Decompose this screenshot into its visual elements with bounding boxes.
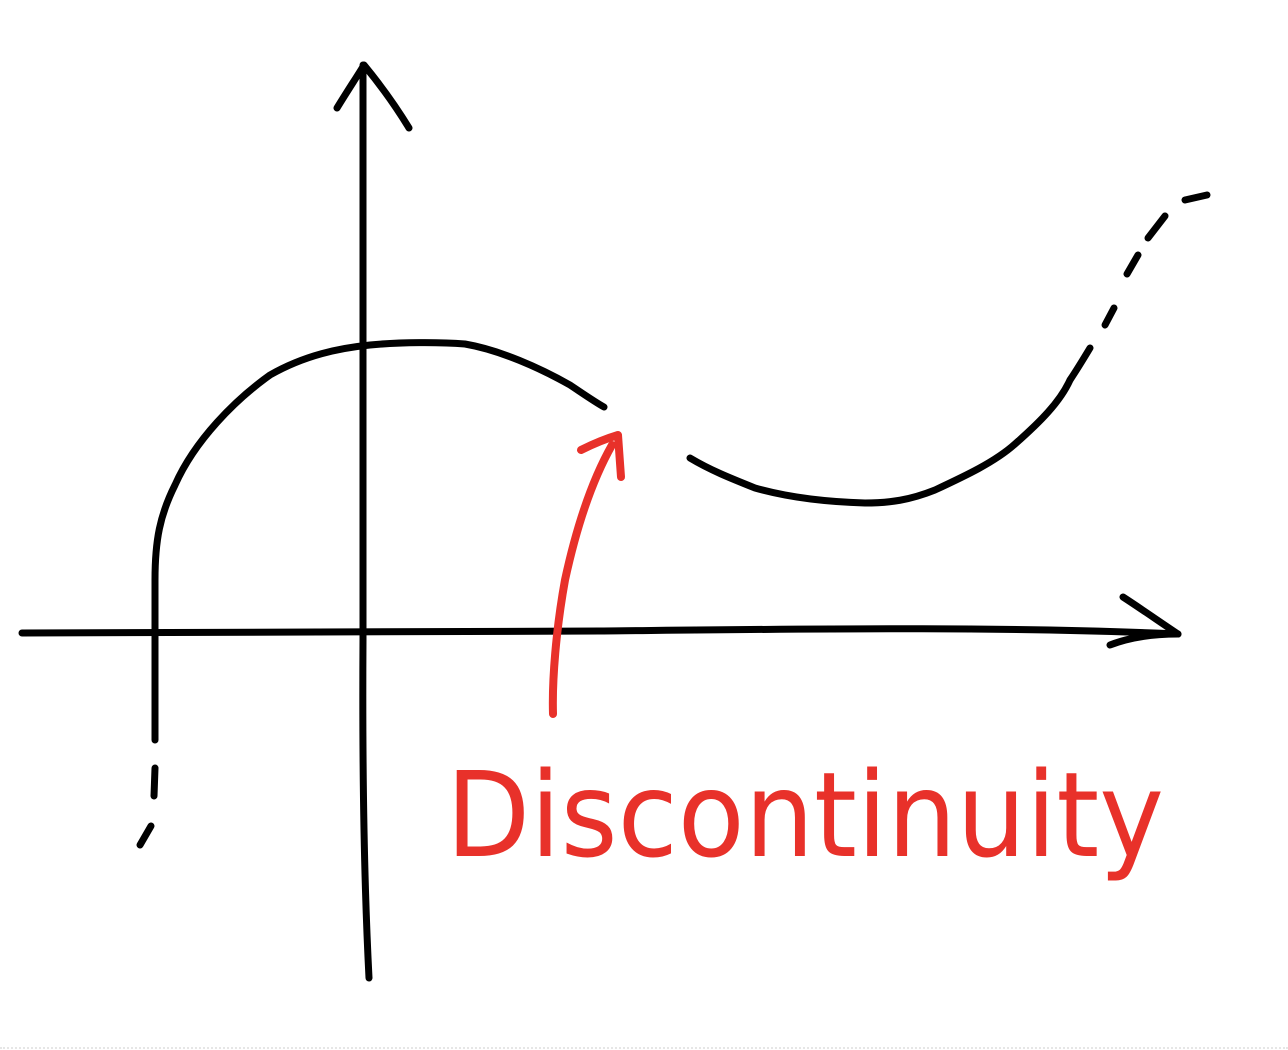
- left-curve-solid: [151, 339, 608, 744]
- right-curve-dash-3: [1144, 212, 1169, 242]
- y-axis-line: [359, 61, 373, 982]
- canvas-bottom-border: [0, 1047, 1288, 1049]
- red-arrow-shaft: [548, 441, 616, 718]
- right-curve-dash-1: [1101, 304, 1118, 329]
- left-curve-dash-2: [136, 822, 155, 849]
- red-arrow-pointer: [548, 431, 625, 718]
- x-axis-line: [18, 625, 1182, 638]
- y-axis-arrow: [333, 61, 413, 982]
- right-curve-dash-2: [1123, 251, 1142, 278]
- right-curve-dash-4: [1181, 191, 1211, 204]
- red-arrow-head: [577, 431, 625, 481]
- x-axis-arrowhead: [1106, 593, 1182, 649]
- right-curve-segment: [686, 191, 1211, 507]
- y-axis-arrowhead: [333, 61, 413, 132]
- left-curve-dash-1: [150, 764, 159, 800]
- left-curve-segment: [136, 339, 608, 849]
- x-axis-arrow: [18, 593, 1182, 649]
- discontinuity-label: Discontinuity: [446, 746, 1164, 884]
- right-curve-solid: [686, 344, 1094, 507]
